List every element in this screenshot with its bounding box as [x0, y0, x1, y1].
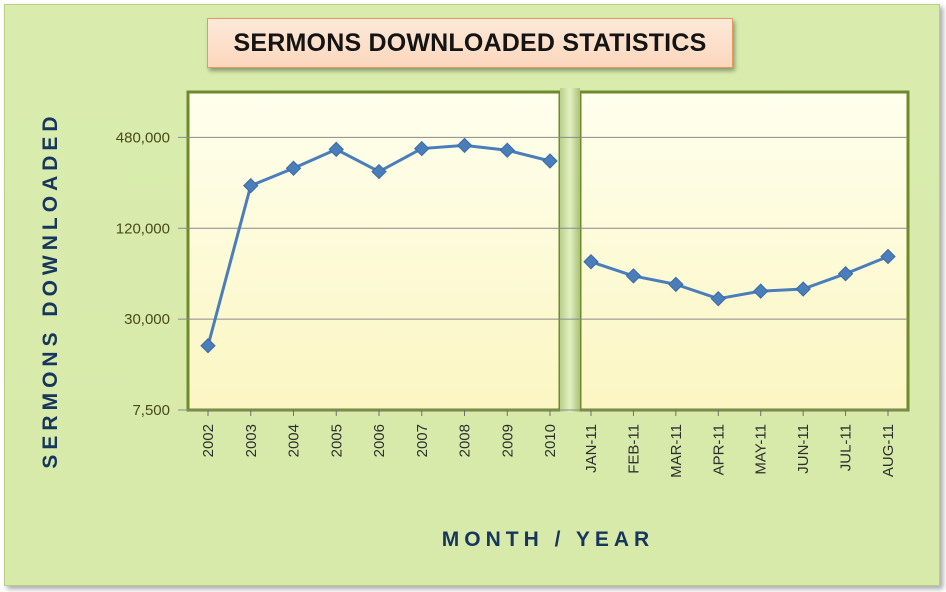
- chart-title-box: SERMONS DOWNLOADED STATISTICS: [207, 18, 733, 68]
- x-tick-label: JAN-11: [583, 424, 600, 473]
- data-point-2008: [456, 137, 473, 154]
- data-point-FEB-11: [625, 268, 642, 284]
- x-tick-label: MAY-11: [753, 424, 770, 475]
- x-tick-label: 2007: [414, 424, 431, 457]
- x-tick-label: APR-11: [710, 424, 727, 475]
- gridlines: [178, 136, 908, 411]
- data-point-JAN-11: [583, 254, 599, 270]
- x-tick-label: 2005: [328, 424, 345, 457]
- plot-panel-monthly: [578, 90, 910, 412]
- data-point-APR-11: [710, 290, 726, 307]
- data-point-JUL-11: [837, 266, 854, 282]
- panel-separator: [560, 88, 580, 412]
- y-tick-label: 7,500: [132, 402, 170, 419]
- plot-panels: [186, 88, 910, 412]
- x-tick-label: 2002: [200, 424, 217, 457]
- series-markers: [200, 137, 896, 354]
- x-tick-label: 2009: [499, 424, 516, 457]
- y-axis-title: SERMONS DOWNLOADED: [39, 111, 62, 468]
- series-line-monthly: [590, 255, 889, 301]
- y-tick-label: 120,000: [116, 220, 170, 237]
- data-point-2005: [328, 141, 344, 158]
- data-point-2004: [285, 160, 302, 176]
- y-tick-labels: 7,500 30,000 120,000 480,000: [116, 129, 170, 419]
- x-tick-label: 2006: [371, 424, 388, 457]
- y-tick-label: 30,000: [124, 311, 170, 328]
- x-tick-label: 2004: [286, 424, 303, 457]
- data-point-2006: [371, 163, 387, 180]
- data-point-2002: [200, 338, 216, 354]
- plot-panel-yearly: [186, 90, 562, 412]
- x-tick-label: 2010: [542, 424, 559, 457]
- x-tick-label: FEB-11: [625, 424, 642, 474]
- x-tick-label: JUL-11: [838, 424, 855, 471]
- data-point-2009: [499, 142, 515, 158]
- x-tick-label: JUN-11: [795, 424, 812, 474]
- x-tick-label: 2003: [243, 424, 260, 457]
- x-axis-title: MONTH / YEAR: [442, 528, 654, 551]
- data-point-MAR-11: [668, 276, 684, 293]
- x-tick-label: AUG-11: [880, 424, 897, 477]
- data-point-2007: [414, 140, 430, 157]
- data-point-JUN-11: [795, 281, 811, 297]
- chart-title: SERMONS DOWNLOADED STATISTICS: [233, 28, 707, 57]
- x-tick-label: MAR-11: [668, 424, 685, 478]
- data-point-2010: [542, 153, 558, 169]
- data-point-MAY-11: [753, 283, 769, 299]
- x-tick-label: 2008: [457, 424, 474, 457]
- y-tick-label: 480,000: [116, 129, 170, 146]
- data-point-AUG-11: [880, 248, 896, 265]
- x-tick-labels: 2002 2003 2004 2005 2006 2007 2008 2009 2010 JAN-…: [200, 410, 897, 478]
- data-point-2003: [243, 177, 259, 194]
